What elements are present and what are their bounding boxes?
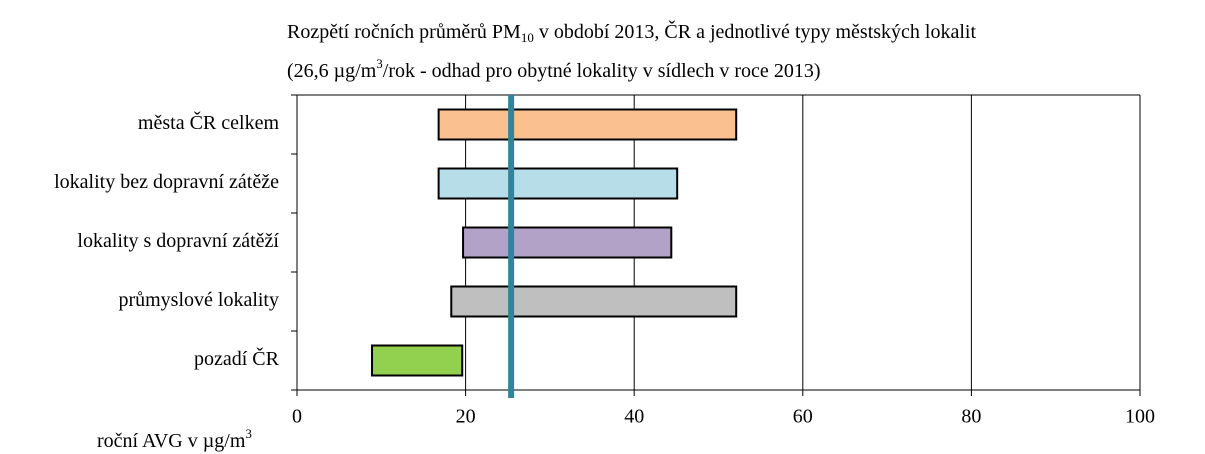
text-run: /rok - odhad pro obytné lokality v sídle… — [383, 60, 821, 82]
range-bar — [437, 167, 679, 200]
text-run: v období 2013, ČR a jednotlivé typy měst… — [534, 19, 977, 43]
range-bar — [437, 108, 738, 141]
range-bar — [462, 226, 673, 259]
text-run: (26,6 µg/m — [287, 60, 377, 82]
chart-title: Rozpětí ročních průměrů PM10 v období 20… — [287, 19, 976, 45]
text-run: 3 — [376, 56, 383, 71]
range-bar — [371, 344, 464, 377]
text-run: 10 — [521, 30, 534, 45]
text-run: Rozpětí ročních průměrů PM — [287, 21, 521, 43]
y-tick-label: pozadí ČR — [194, 346, 280, 370]
x-axis-label: roční AVG v µg/m3 — [97, 426, 252, 452]
y-tick-label: lokality bez dopravní zátěže — [54, 171, 279, 193]
range-bar — [450, 285, 738, 318]
x-tick-label: 20 — [456, 406, 476, 428]
x-tick-label: 0 — [292, 406, 302, 428]
y-tick-label: města ČR celkem — [138, 110, 280, 134]
y-tick-label: průmyslové lokality — [118, 289, 279, 311]
y-tick-label: lokality s dopravní zátěží — [77, 230, 279, 252]
text-run: 3 — [245, 426, 252, 441]
x-tick-label: 60 — [793, 406, 813, 428]
text-run: roční AVG v µg/m — [97, 430, 246, 452]
x-tick-label: 40 — [624, 406, 644, 428]
x-tick-label: 100 — [1125, 406, 1155, 428]
x-tick-label: 80 — [961, 406, 981, 428]
chart-subtitle: (26,6 µg/m3/rok - odhad pro obytné lokal… — [287, 56, 820, 82]
